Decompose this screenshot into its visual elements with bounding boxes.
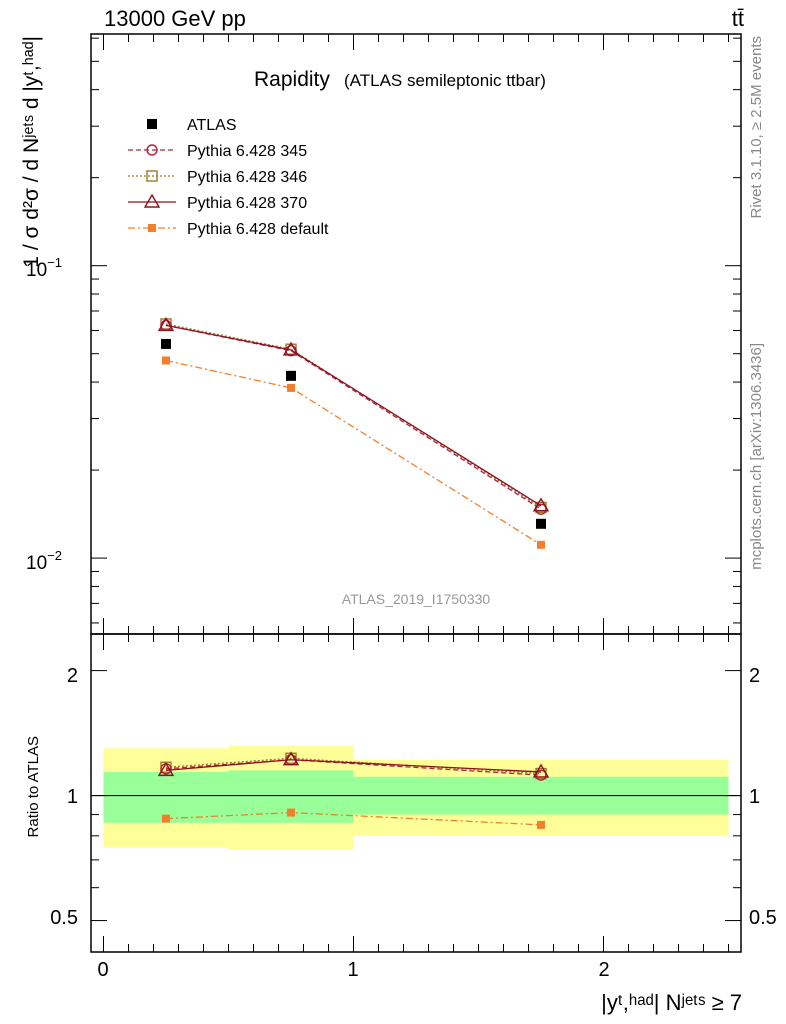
legend-label-atlas: ATLAS	[187, 117, 237, 134]
main-point-atlas-2	[286, 370, 296, 381]
legend-label-pythia-default: Pythia 6.428 default	[187, 221, 329, 238]
main-point-atlas-1	[161, 338, 171, 349]
main-point-pythia-6-428-370-3	[532, 497, 550, 512]
legend-marker-pythia-6-428-default	[148, 224, 156, 232]
main-line-pythia-6-428-370	[165, 324, 542, 507]
legend-marker-pythia-6-428-346	[146, 170, 158, 182]
ratio-point-pythia-6-428-370-2	[282, 751, 300, 766]
ratio-axis-ticks	[91, 670, 741, 922]
main-line-pythia-6-428-346	[165, 323, 542, 508]
ratio-band-stat-bin-1	[103, 771, 229, 823]
main-point-pythia-6-428-default-2	[287, 383, 295, 392]
main-ytick-label-2: 10−2	[26, 548, 62, 574]
main-point-pythia-6-428-370-1	[157, 316, 175, 332]
plot-title-sub: (ATLAS semileptonic ttbar)	[344, 71, 546, 90]
ratio-y-axis-title: Ratio to ATLAS	[25, 736, 42, 837]
main-point-pythia-6-428-345-3	[535, 503, 547, 515]
main-point-atlas-3	[536, 518, 546, 529]
legend-marker-pythia-6-428-345	[146, 144, 158, 156]
main-y-axis-title: 1 / σ d²σ / d Nʲᵉᵗˢ d |yᵗ,ʰᵃᵈ|	[20, 36, 43, 268]
plot-title-main: Rapidity	[254, 68, 330, 91]
legend-marker-pythia-6-428-370	[143, 193, 161, 208]
xtick-label-2: 2	[598, 959, 609, 981]
main-ytick-label-1: 10−1	[26, 255, 62, 281]
process-label: tt̄	[732, 6, 744, 31]
ratio-ytick-label-2: 2	[67, 665, 78, 687]
ratio-point-pythia-6-428-345-3	[535, 769, 547, 781]
ratio-uncertainty-bands	[103, 745, 729, 850]
main-line-pythia-6-428-345	[165, 324, 542, 510]
analysis-watermark: ATLAS_2019_I1750330	[342, 591, 491, 607]
ratio-point-pythia-6-428-default-1	[162, 814, 170, 823]
main-point-pythia-6-428-370-2	[282, 341, 300, 356]
ratio-ytick-label-1: 1	[67, 786, 78, 808]
ratio-ytick-label-2-right: 2	[749, 665, 760, 687]
ratio-panel-border	[90, 633, 742, 953]
ratio-line-pythia-6-428-345	[165, 759, 542, 776]
ratio-ytick-label-1-right: 1	[749, 786, 760, 808]
ratio-ytick-label-0p5-right: 0.5	[749, 907, 777, 929]
main-point-pythia-6-428-default-1	[162, 356, 170, 365]
main-axis-ticks	[91, 34, 741, 952]
ratio-line-pythia-6-428-370	[165, 759, 542, 773]
ratio-point-pythia-6-428-default-2	[287, 808, 295, 817]
ratio-point-pythia-6-428-default-3	[537, 820, 545, 829]
mcplots-label: mcplots.cern.ch [arXiv:1306.3436]	[748, 343, 765, 570]
energy-label: 13000 GeV pp	[104, 6, 246, 31]
ratio-panel-frame	[90, 633, 742, 953]
legend-label-pythia-345: Pythia 6.428 345	[187, 143, 307, 160]
main-point-pythia-6-428-default-3	[537, 540, 545, 549]
ratio-point-pythia-6-428-370-3	[532, 763, 550, 778]
rivet-label: Rivet 3.1.10, ≥ 2.5M events	[748, 36, 765, 219]
ratio-point-pythia-6-428-370-1	[157, 761, 175, 777]
legend-markers	[128, 119, 176, 232]
ratio-series-group	[157, 751, 550, 829]
legend-label-pythia-346: Pythia 6.428 346	[187, 169, 307, 186]
xtick-label-0: 0	[97, 959, 108, 981]
xtick-label-1: 1	[347, 959, 358, 981]
x-axis-title: |yᵗ,ʰᵃᵈ| Nʲᵉᵗˢ ≥ 7	[601, 990, 742, 1015]
legend-label-pythia-370: Pythia 6.428 370	[187, 195, 307, 212]
main-series-group	[157, 316, 550, 549]
ratio-ytick-label-0p5: 0.5	[50, 907, 78, 929]
legend-marker-atlas	[147, 119, 157, 129]
